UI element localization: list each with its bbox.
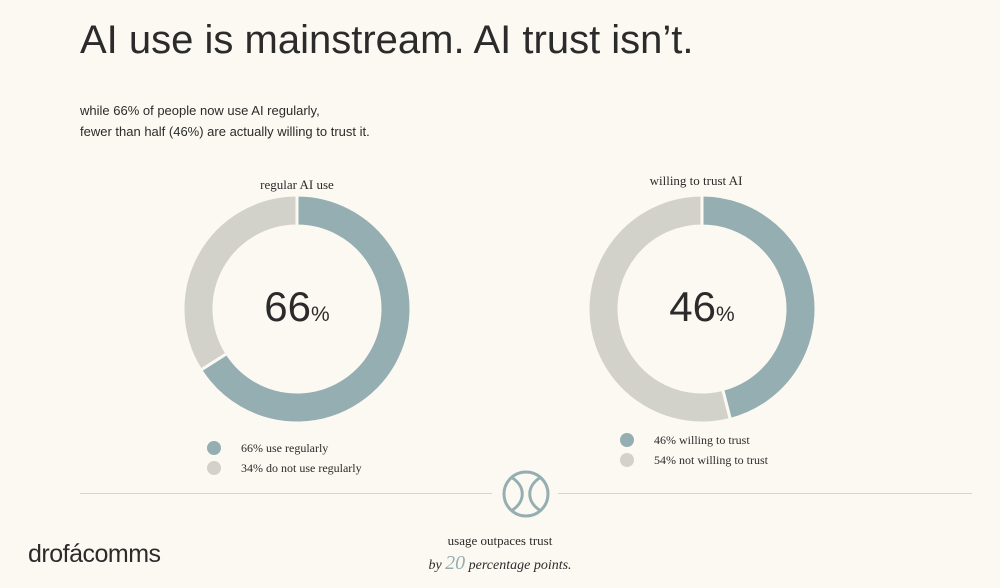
donut-2-title: willing to trust AI <box>649 173 743 188</box>
donut-1-center-value: 66% <box>197 283 397 331</box>
legend-swatch-secondary <box>207 461 221 475</box>
legend-label: 46% willing to trust <box>654 432 750 447</box>
subtitle-line-2: fewer than half (46%) are actually willi… <box>80 124 370 139</box>
donut-1-title: regular AI use <box>260 177 334 192</box>
donut-slice-secondary <box>586 193 733 425</box>
legend-swatch-secondary <box>620 453 634 467</box>
donut-1-center-number: 66 <box>264 283 312 330</box>
footer-suffix: percentage points. <box>468 558 572 573</box>
page-subtitle: while 66% of people now use AI regularly… <box>80 100 370 142</box>
donut-1-center-unit: % <box>311 303 330 326</box>
donut-slice-secondary <box>181 193 299 373</box>
legend-label: 66% use regularly <box>241 440 329 455</box>
footer-divider-left <box>80 493 492 494</box>
legend-item: 46% willing to trust <box>620 430 768 450</box>
legend-label: 54% not willing to trust <box>654 452 768 467</box>
donut-2-center-unit: % <box>716 303 735 326</box>
footer-caption: usage outpaces trust <box>447 533 553 548</box>
footer-caption-detail: by 20 percentage points. <box>350 552 650 575</box>
legend-swatch-primary <box>620 433 634 447</box>
donut-slice-primary <box>700 193 818 422</box>
donut-2-legend: 46% willing to trust 54% not willing to … <box>620 430 768 470</box>
legend-swatch-primary <box>207 441 221 455</box>
page-title: AI use is mainstream. AI trust isn’t. <box>80 18 694 62</box>
legend-item: 66% use regularly <box>207 438 362 458</box>
donut-2-center-value: 46% <box>602 283 802 331</box>
legend-label: 34% do not use regularly <box>241 460 362 475</box>
subtitle-line-1: while 66% of people now use AI regularly… <box>80 103 320 118</box>
legend-item: 54% not willing to trust <box>620 450 768 470</box>
interlocking-rings-icon <box>502 470 550 518</box>
donut-chart-trust <box>586 193 818 425</box>
legend-item: 34% do not use regularly <box>207 458 362 478</box>
brand-logo: drofácomms <box>28 540 161 568</box>
footer-prefix: by <box>428 558 442 573</box>
donut-1-legend: 66% use regularly 34% do not use regular… <box>207 438 362 478</box>
donut-2-center-number: 46 <box>669 283 717 330</box>
footer-divider-right <box>558 493 972 494</box>
footer-number: 20 <box>445 552 466 574</box>
donut-slice-primary <box>198 193 413 425</box>
donut-chart-regular-use <box>181 193 413 425</box>
